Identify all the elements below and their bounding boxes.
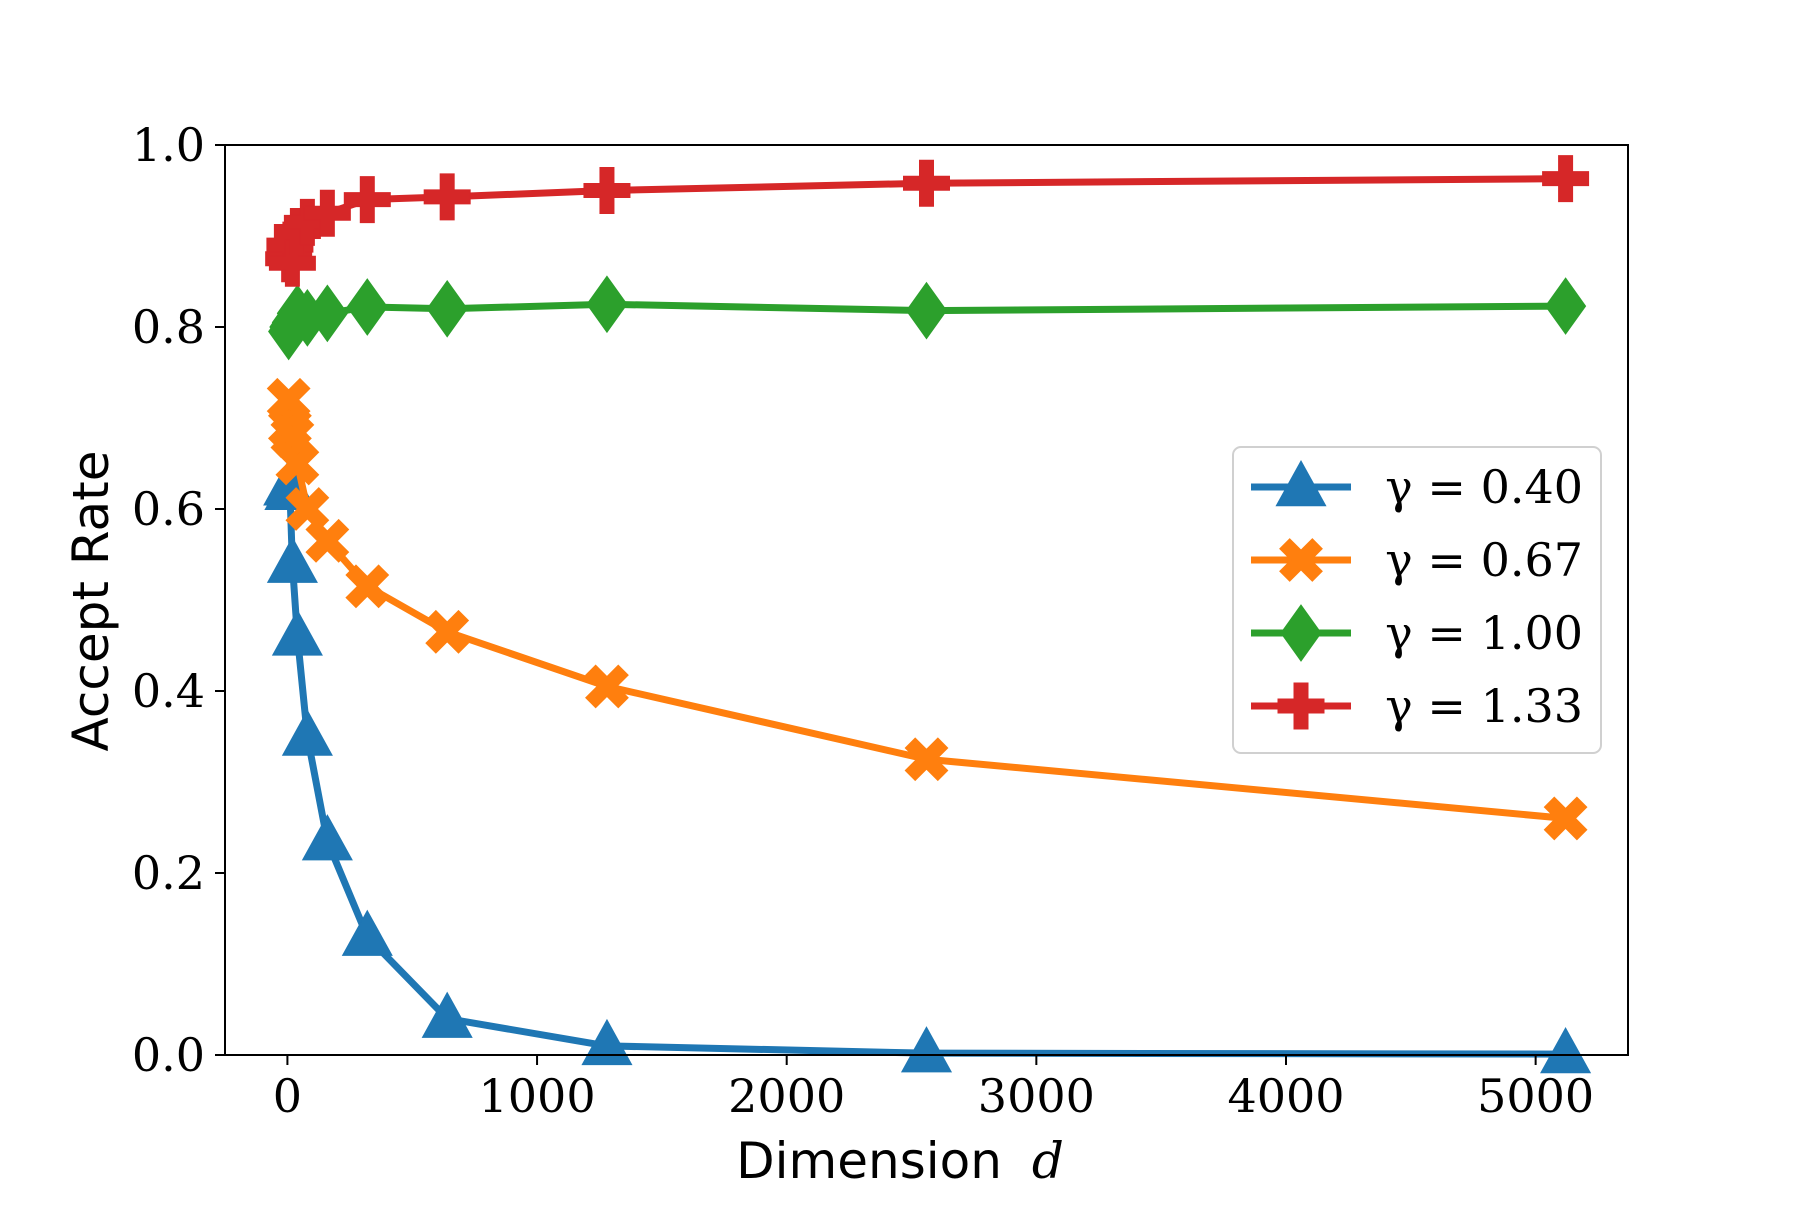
legend-label: γ = 1.00 xyxy=(1385,606,1583,660)
legend-marker xyxy=(1277,682,1325,730)
legend-label: γ = 0.67 xyxy=(1385,533,1583,587)
x-tick-label: 0 xyxy=(273,1069,302,1123)
y-tick-label: 0.2 xyxy=(132,846,205,900)
legend-label: γ = 0.40 xyxy=(1385,460,1583,514)
data-point xyxy=(583,167,631,214)
data-point xyxy=(271,609,323,656)
legend-marker xyxy=(1279,538,1323,582)
data-point xyxy=(904,737,949,782)
x-tick-label: 2000 xyxy=(728,1069,845,1123)
data-point xyxy=(421,991,473,1038)
legend-marker xyxy=(1280,604,1322,662)
data-point xyxy=(426,279,468,338)
series-0 xyxy=(263,459,1592,1074)
plot-area xyxy=(263,155,1592,1074)
x-tick-label: 5000 xyxy=(1477,1069,1594,1123)
data-point xyxy=(305,518,350,563)
legend: γ = 0.40 γ = 0.67 γ = 1.00 γ = 1.33 xyxy=(1232,446,1602,754)
axes: 0 1000 2000 3000 4000 5000 0.0 0.2 0.4 0.6 0.8 1.0 xyxy=(132,118,1629,1123)
data-point xyxy=(346,278,388,336)
data-point xyxy=(341,909,393,956)
plot-frame xyxy=(224,144,1629,1056)
series-2 xyxy=(268,275,1587,361)
data-point xyxy=(343,176,391,224)
legend-entry-0: γ = 0.40 xyxy=(1251,459,1583,514)
data-point xyxy=(903,159,950,207)
legend-box xyxy=(1232,446,1602,754)
x-axis-label-text: Dimension xyxy=(736,1132,1002,1190)
x-axis-label: Dimension d xyxy=(736,1132,1064,1190)
data-point xyxy=(1544,277,1587,335)
y-tick-label: 1.0 xyxy=(132,118,205,172)
data-point xyxy=(301,814,353,861)
series-1 xyxy=(266,377,1588,841)
data-point xyxy=(266,536,318,583)
y-tick-label: 0.0 xyxy=(132,1028,205,1082)
data-point xyxy=(1543,796,1588,841)
data-point xyxy=(268,239,316,287)
y-tick-label: 0.6 xyxy=(132,482,205,536)
data-point xyxy=(285,487,330,531)
data-point xyxy=(306,284,348,343)
legend-entry-2: γ = 1.00 xyxy=(1251,604,1583,662)
legend-entry-3: γ = 1.33 xyxy=(1251,679,1583,733)
legend-marker xyxy=(1275,459,1327,507)
data-point xyxy=(345,564,390,609)
y-tick-label: 0.4 xyxy=(132,664,205,718)
x-tick-label: 4000 xyxy=(1227,1069,1344,1123)
series-3 xyxy=(265,155,1590,287)
data-point xyxy=(303,189,351,237)
x-tick-label: 3000 xyxy=(978,1069,1095,1123)
data-point xyxy=(581,1018,633,1066)
data-point xyxy=(275,441,320,486)
y-axis-label: Accept Rate xyxy=(62,451,120,752)
data-point xyxy=(425,609,470,654)
data-point xyxy=(423,173,471,221)
data-point xyxy=(585,664,629,709)
y-tick-label: 0.8 xyxy=(132,300,205,354)
legend-entry-1: γ = 0.67 xyxy=(1251,533,1583,587)
data-point xyxy=(1540,1027,1592,1074)
x-tick-label: 1000 xyxy=(479,1069,596,1123)
data-point xyxy=(281,709,333,756)
data-point xyxy=(586,275,628,334)
legend-label: γ = 1.33 xyxy=(1385,679,1583,733)
data-point xyxy=(905,281,948,340)
data-point xyxy=(1542,155,1590,203)
data-point xyxy=(900,1026,953,1073)
x-axis-label-variable: d xyxy=(1032,1132,1064,1190)
